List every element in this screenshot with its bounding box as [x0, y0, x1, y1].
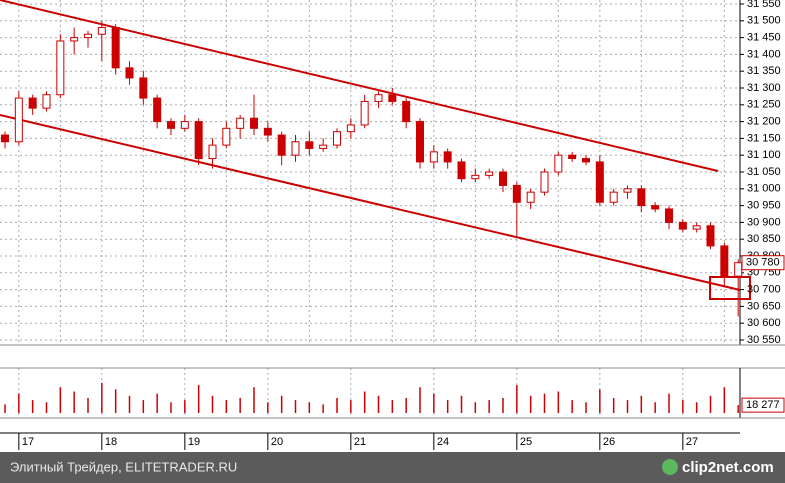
logo-icon: [662, 459, 678, 475]
y-tick-label: 31 550: [747, 0, 781, 10]
candle-body: [277, 134, 286, 156]
y-tick-label: 30 700: [747, 284, 781, 296]
candle-body: [125, 67, 134, 79]
y-tick-label: 31 000: [747, 183, 781, 195]
candle-body: [236, 117, 245, 129]
footer-bar: [0, 452, 785, 483]
y-tick-label: 31 400: [747, 48, 781, 60]
candle-body: [208, 144, 217, 160]
candle-body: [692, 225, 701, 230]
y-tick-label: 31 200: [747, 116, 781, 128]
candle-body: [84, 33, 92, 39]
candle-body: [194, 121, 203, 160]
candle-body: [526, 191, 535, 203]
candle-body: [678, 221, 687, 230]
x-tick-label: 26: [603, 436, 615, 448]
x-tick-label: 18: [105, 436, 117, 448]
trend-line-lower: [0, 114, 741, 291]
candle-body: [374, 94, 383, 102]
y-tick-label: 30 550: [747, 334, 781, 346]
candle-body: [623, 188, 632, 193]
candle-body: [180, 121, 189, 129]
y-tick-label: 31 050: [747, 166, 781, 178]
y-tick-label: 30 950: [747, 200, 781, 212]
candle-body: [568, 154, 577, 160]
y-tick-label: 30 900: [747, 216, 781, 228]
y-tick-label: 31 300: [747, 82, 781, 94]
candle-body: [595, 161, 604, 203]
candle-body: [554, 154, 563, 173]
candle-body: [42, 94, 51, 109]
candle-body: [609, 191, 618, 203]
candle-body: [485, 171, 494, 176]
y-tick-label: 30 650: [747, 300, 781, 312]
candle-body: [512, 184, 521, 203]
candle-body: [28, 97, 37, 109]
candle-body: [499, 171, 507, 186]
candle-body: [70, 37, 79, 42]
x-tick-label: 19: [188, 436, 200, 448]
candle-body: [457, 161, 466, 180]
candle-body: [402, 100, 411, 123]
last-price-box: [741, 255, 785, 271]
last-price-label: 30 780: [746, 257, 780, 269]
x-tick-label: 17: [22, 436, 34, 448]
highlight-box: [709, 276, 751, 300]
candle-body: [582, 158, 590, 163]
candle-body: [291, 141, 300, 156]
candle-body: [734, 262, 743, 277]
x-tick-label: 27: [686, 436, 698, 448]
candle-body: [250, 117, 258, 129]
footer-source: Элитный Трейдер, ELITETRADER.RU: [10, 459, 237, 474]
candle-body: [97, 27, 106, 35]
candle-body: [1, 134, 9, 143]
y-tick-label: 31 450: [747, 32, 781, 44]
candle-body: [167, 121, 175, 129]
candle-body: [540, 171, 549, 193]
candle-body: [305, 141, 314, 149]
last-volume-label: 18 277: [746, 399, 780, 411]
candle-body: [263, 127, 272, 136]
candle-body: [706, 225, 715, 247]
candle-body: [637, 188, 646, 207]
candle-body: [346, 124, 355, 133]
candle-body: [651, 205, 660, 210]
candle-body: [14, 97, 23, 143]
candle-body: [429, 151, 438, 163]
y-tick-label: 31 150: [747, 132, 781, 144]
candle-body: [153, 97, 162, 123]
y-tick-label: 30 600: [747, 317, 781, 329]
footer-logo: clip2net.com: [682, 459, 774, 476]
candle-body: [416, 121, 424, 163]
x-tick-label: 24: [437, 436, 449, 448]
y-tick-label: 31 250: [747, 99, 781, 111]
y-tick-label: 31 500: [747, 15, 781, 27]
candle-body: [139, 77, 148, 99]
candle-body: [471, 174, 480, 180]
y-tick-label: 30 850: [747, 233, 781, 245]
candle-body: [111, 27, 120, 69]
candle-body: [665, 208, 673, 223]
candle-body: [333, 131, 341, 146]
candle-body: [720, 245, 729, 277]
candle-body: [222, 127, 231, 146]
candle-body: [319, 144, 328, 149]
last-volume-box: [741, 397, 785, 413]
x-tick-label: 25: [520, 436, 532, 448]
candle-body: [56, 40, 65, 96]
x-tick-label: 20: [271, 436, 283, 448]
x-tick-label: 21: [354, 436, 366, 448]
candle-body: [388, 94, 397, 102]
y-tick-label: 31 350: [747, 65, 781, 77]
candle-body: [443, 151, 452, 163]
candle-body: [360, 100, 369, 126]
y-tick-label: 31 100: [747, 149, 781, 161]
